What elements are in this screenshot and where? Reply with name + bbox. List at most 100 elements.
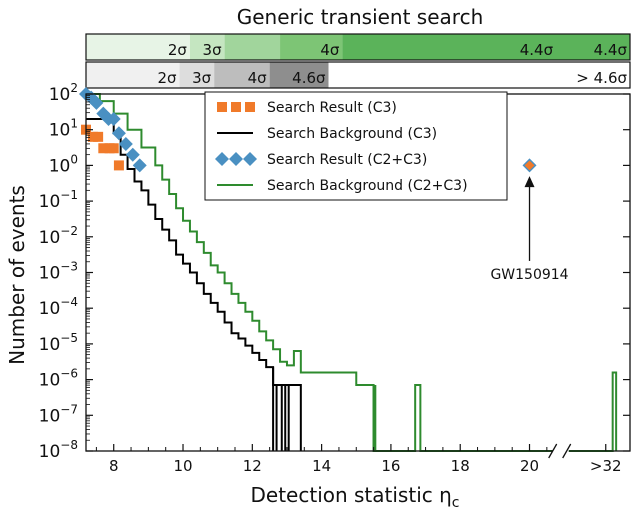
y-tick-label: 10−4	[39, 295, 78, 319]
significance-band-c2c3: 2σ 3σ 4σ 4.4σ 4.4σ	[85, 33, 631, 61]
c2c3-result-marker	[111, 126, 126, 141]
axes-layer: 8 10 12 14 16 18 20 >3210−810−710−610−510−410−3…	[39, 81, 631, 475]
legend-label: Search Result (C2+C3)	[267, 152, 427, 168]
legend-label: Search Background (C2+C3)	[267, 178, 468, 194]
legend-swatch-square	[245, 102, 255, 112]
significance-band-c3: 2σ 3σ 4σ 4.6σ > 4.6σ	[85, 61, 631, 89]
legend: Search Result (C3) Search Background (C3)…	[204, 91, 508, 201]
x-tick-label: 16	[381, 457, 400, 475]
legend-swatch-diamond	[215, 152, 229, 166]
gw150914-label: GW150914	[490, 267, 568, 283]
band-c3-segment	[269, 62, 329, 88]
legend-swatch-square	[217, 102, 227, 112]
y-tick-label-exponent: −2	[60, 224, 78, 238]
y-tick-label-exponent: −8	[60, 438, 78, 452]
c3-result-marker	[87, 131, 98, 142]
band-c2c3-segment	[280, 34, 343, 60]
y-tick-label: 10−7	[39, 402, 78, 426]
legend-swatch-diamond	[243, 152, 257, 166]
y-tick-label-base: 10	[49, 85, 71, 105]
band-c2c3-segment	[224, 34, 281, 60]
band-c3-label: > 4.6σ	[576, 69, 627, 87]
chart-title: Generic transient search	[237, 5, 484, 29]
y-tick-label-base: 10	[39, 299, 61, 319]
y-tick-label-exponent: −5	[60, 331, 78, 345]
c2c3-result-marker	[132, 158, 147, 173]
legend-swatch-square	[231, 102, 241, 112]
legend-label: Search Background (C3)	[267, 126, 437, 142]
x-tick-label: >32	[590, 457, 622, 475]
band-c3-label: 3σ	[192, 69, 212, 87]
band-c2c3-label: 4.4σ	[594, 41, 628, 59]
band-c3-segment	[214, 62, 270, 88]
y-tick-label-exponent: −4	[60, 295, 78, 309]
x-tick-label: 12	[243, 457, 262, 475]
y-tick-label-base: 10	[49, 156, 71, 176]
y-tick-label-exponent: 0	[70, 152, 78, 166]
y-tick-label: 10−3	[39, 260, 78, 284]
x-axis-label: Detection statistic ηc	[251, 483, 460, 511]
y-tick-label-base: 10	[39, 371, 61, 391]
x-tick-label: 14	[312, 457, 331, 475]
y-tick-label-base: 10	[39, 335, 61, 355]
y-axis-label: Number of events	[5, 185, 29, 365]
y-tick-label-exponent: −6	[60, 367, 78, 381]
y-tick-label: 10−8	[39, 438, 78, 462]
x-tick-label: 18	[451, 457, 470, 475]
y-tick-label: 10−6	[39, 367, 78, 391]
band-c3-label: 4σ	[248, 69, 268, 87]
y-tick-label-exponent: 2	[70, 81, 78, 95]
y-tick-label: 101	[49, 117, 78, 141]
c3-result-marker	[98, 143, 109, 154]
y-tick-label: 10−1	[39, 188, 78, 212]
band-c3-segment	[328, 62, 630, 88]
x-tick-label: 20	[520, 457, 539, 475]
y-tick-label-base: 10	[39, 406, 61, 426]
band-c2c3-label: 3σ	[203, 41, 223, 59]
series-step-line	[86, 93, 618, 452]
y-tick-label: 102	[49, 81, 78, 105]
band-c3-segment	[179, 62, 215, 88]
y-tick-label-base: 10	[39, 442, 61, 462]
legend-swatch-diamond	[229, 152, 243, 166]
y-tick-label: 10−5	[39, 331, 78, 355]
y-tick-label-exponent: −7	[60, 402, 78, 416]
band-c2c3-label: 4σ	[320, 41, 340, 59]
gw150914-marker-core	[524, 160, 535, 171]
y-tick-label-base: 10	[49, 121, 71, 141]
band-c2c3-label: 4.4σ	[520, 41, 554, 59]
band-c3-label: 4.6σ	[292, 69, 326, 87]
c3-result-marker	[113, 160, 124, 171]
c3-result-marker	[93, 131, 104, 142]
band-c3-segment	[86, 62, 180, 88]
y-tick-label-base: 10	[39, 228, 61, 248]
axis-break-mark	[548, 443, 558, 459]
band-c2c3-segment	[189, 34, 225, 60]
x-axis-label-main: Detection statistic η	[251, 483, 452, 507]
x-axis-label-sub: c	[452, 495, 460, 511]
y-tick-label-base: 10	[39, 264, 61, 284]
y-tick-label-exponent: 1	[70, 117, 78, 131]
band-c2c3-label: 2σ	[168, 41, 188, 59]
c2c3-result-marker	[89, 95, 104, 110]
x-tick-label: 10	[173, 457, 192, 475]
legend-label: Search Result (C3)	[267, 100, 397, 116]
band-c3-frame	[85, 61, 631, 89]
legend-box	[204, 91, 508, 201]
x-tick-label: 8	[109, 457, 119, 475]
band-c3-label: 2σ	[157, 69, 177, 87]
gw150914-arrow-head	[524, 176, 535, 188]
y-tick-label-exponent: −1	[60, 188, 78, 202]
series-step-line	[86, 117, 302, 451]
annotation-layer: GW150914	[490, 176, 569, 283]
c2c3-result-marker	[125, 147, 140, 162]
c2c3-result-marker	[106, 111, 121, 126]
y-tick-label: 10−2	[39, 224, 78, 248]
band-c2c3-frame	[85, 33, 631, 61]
c3-result-marker	[108, 143, 119, 154]
axis-break-mark	[562, 443, 572, 459]
band-c2c3-segment	[342, 34, 630, 60]
y-tick-label-base: 10	[39, 192, 61, 212]
band-c2c3-segment	[86, 34, 190, 60]
